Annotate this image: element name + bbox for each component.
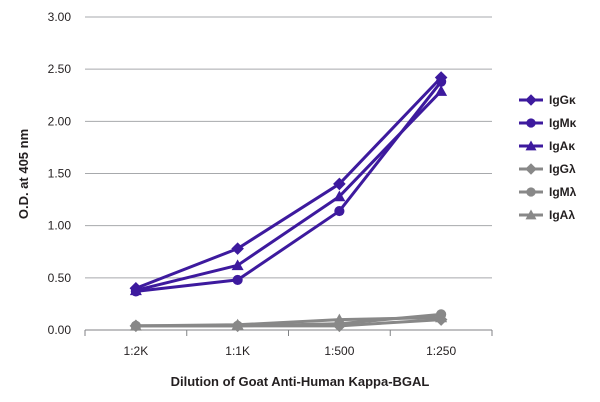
x-tick-label: 1:1K — [225, 344, 250, 358]
legend-entry: IgGλ — [519, 162, 576, 176]
legend-marker — [525, 163, 537, 175]
data-point — [333, 190, 346, 202]
x-tick-label: 1:2K — [124, 344, 149, 358]
legend: IgGκ IgMκ IgAκ IgGλ IgMλ IgAλ — [519, 93, 577, 222]
data-point — [231, 318, 244, 330]
series-1 — [129, 71, 448, 295]
y-tick-label: 0.50 — [48, 271, 72, 285]
data-point — [333, 313, 346, 325]
y-tick-label: 3.00 — [48, 10, 72, 24]
data-point — [231, 259, 244, 271]
legend-marker — [525, 94, 537, 106]
y-tick-label: 2.50 — [48, 62, 72, 76]
series-3 — [129, 85, 448, 296]
series-5 — [130, 309, 447, 331]
data-point — [231, 242, 244, 255]
legend-entry: IgAκ — [519, 139, 575, 153]
y-axis-title: O.D. at 405 nm — [16, 129, 31, 219]
data-point — [129, 284, 142, 296]
legend-entry: IgMκ — [519, 116, 577, 130]
y-tick-label: 0.00 — [48, 323, 72, 337]
legend-marker — [525, 140, 537, 151]
legend-marker — [526, 118, 536, 128]
legend-label: IgAλ — [549, 208, 575, 222]
data-point — [333, 177, 346, 191]
series-line — [135, 80, 443, 293]
x-axis-ticks: 1:2K 1:1K 1:500 1:250 — [84, 330, 493, 358]
legend-label: IgAκ — [549, 139, 575, 153]
legend-entry: IgMλ — [519, 185, 577, 199]
data-point — [435, 85, 448, 96]
x-axis-title: Dilution of Goat Anti-Human Kappa-BGAL — [171, 374, 430, 389]
data-point — [129, 319, 142, 331]
legend-marker — [526, 187, 536, 197]
series-line — [135, 76, 443, 290]
legend-entry: IgGκ — [519, 93, 576, 107]
series-6 — [129, 311, 448, 331]
data-point — [334, 205, 345, 217]
y-tick-label: 1.00 — [48, 219, 72, 233]
legend-marker — [525, 209, 537, 220]
legend-label: IgMκ — [549, 116, 577, 130]
series-line — [135, 315, 442, 328]
series-2 — [130, 76, 447, 297]
y-tick-label: 1.50 — [48, 167, 72, 181]
x-tick-label: 1:500 — [324, 344, 354, 358]
y-axis-ticks: 0.00 0.50 1.00 1.50 2.00 2.50 3.00 — [48, 10, 72, 337]
data-point — [435, 311, 448, 323]
data-point — [436, 76, 447, 87]
gridlines — [85, 16, 492, 279]
series-group — [129, 71, 448, 333]
series-line — [135, 90, 443, 292]
legend-label: IgGκ — [549, 93, 576, 107]
x-tick-label: 1:250 — [426, 344, 456, 358]
legend-entry: IgAλ — [519, 208, 575, 222]
data-point — [232, 274, 243, 286]
legend-label: IgMλ — [549, 185, 577, 199]
legend-label: IgGλ — [549, 162, 576, 176]
y-tick-label: 2.00 — [48, 114, 72, 128]
